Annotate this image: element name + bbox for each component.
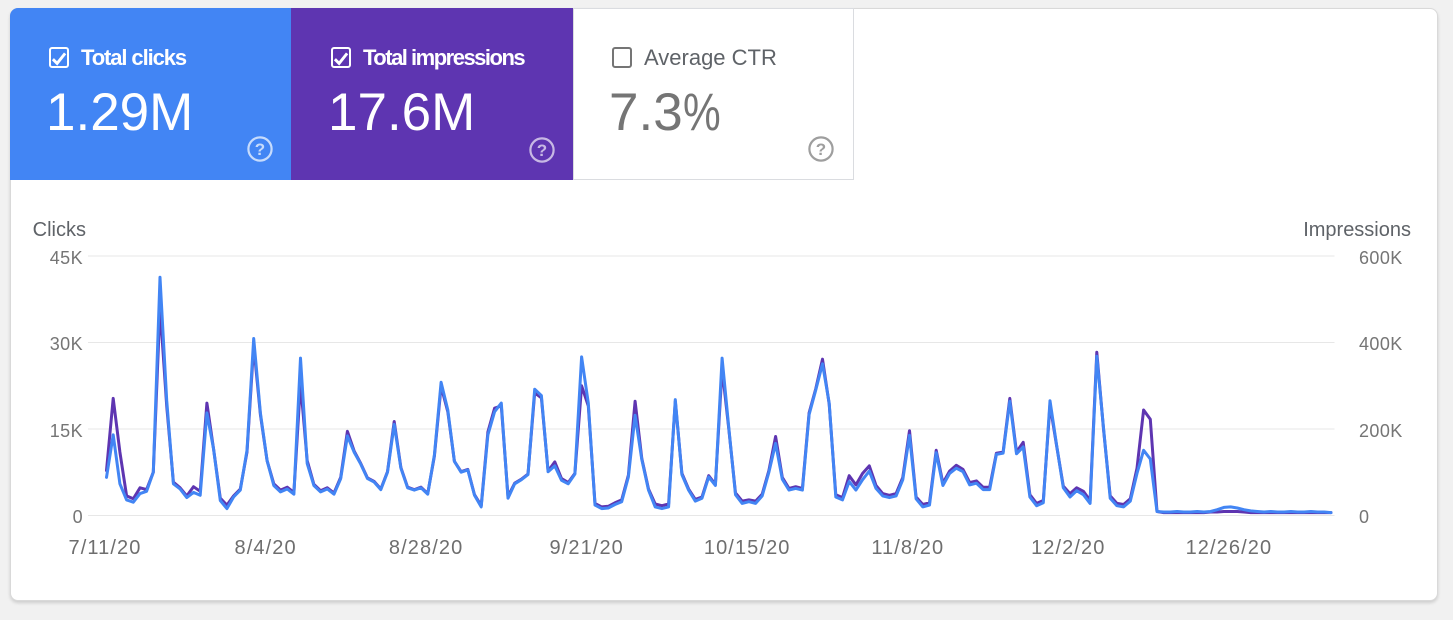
svg-text:?: ? — [255, 140, 265, 159]
svg-text:?: ? — [816, 140, 826, 159]
svg-text:?: ? — [537, 141, 547, 160]
